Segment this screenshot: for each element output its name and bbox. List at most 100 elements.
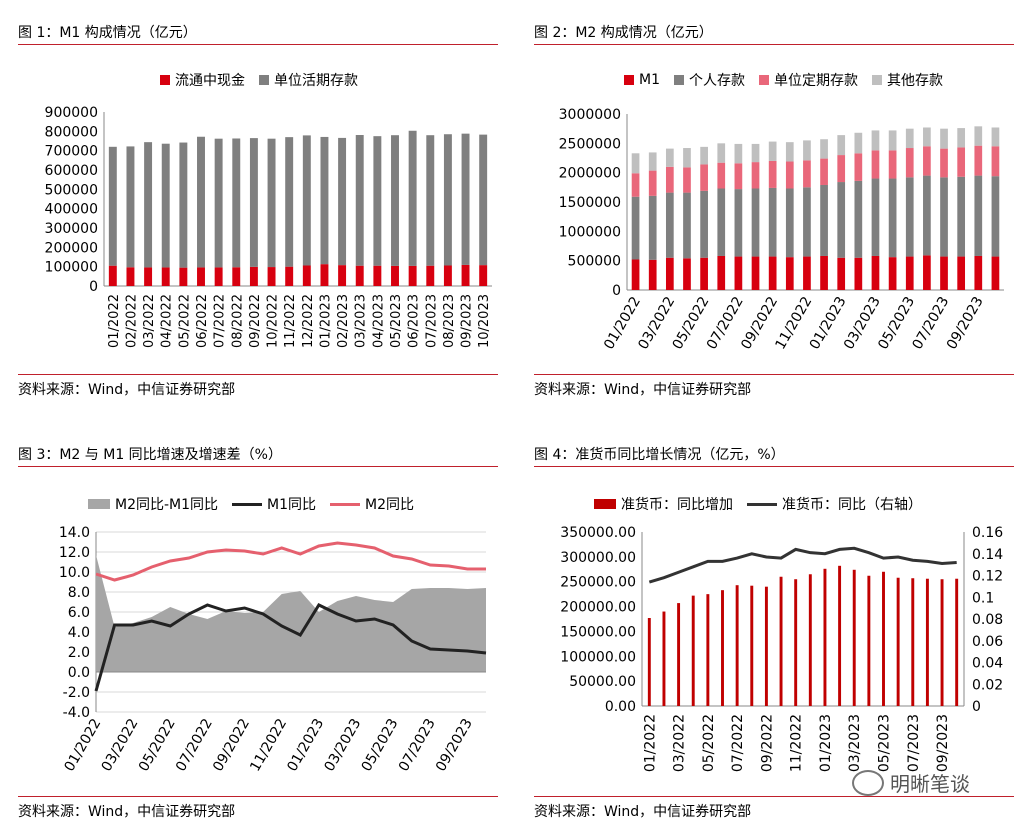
y-tick-label: 400000 [45, 202, 98, 218]
source-note: 资料来源：Wind，中信证券研究部 [18, 382, 236, 398]
bar-segment [214, 267, 223, 286]
y-tick-label-right: 0.04 [972, 656, 1003, 672]
x-tick-label: 09/2022 [759, 714, 775, 772]
x-tick-label: 05/2022 [701, 714, 717, 772]
bar-segment [837, 135, 846, 156]
bar-segment [940, 148, 948, 178]
x-tick-label: 05/2023 [389, 294, 404, 348]
bar-segment [820, 139, 828, 159]
x-tick-label: 03/2023 [354, 294, 369, 348]
title-rule [18, 44, 498, 45]
legend-item: 单位活期存款 [259, 70, 358, 90]
bar-segment [700, 257, 708, 290]
y-tick-label: 3000000 [559, 107, 621, 123]
y-tick-label: 14.0 [59, 525, 90, 541]
y-tick-label: 600000 [45, 163, 98, 179]
x-tick-label: 09/2023 [935, 714, 951, 772]
bar-segment [751, 256, 760, 290]
legend-label: 单位定期存款 [774, 73, 858, 89]
bar-segment [631, 259, 640, 290]
x-tick-label: 03/2022 [142, 294, 157, 348]
legend-item: M2同比-M1同比 [88, 494, 218, 514]
legend-label: M2同比 [365, 497, 415, 513]
y-tick-label-left: 200000.00 [560, 600, 636, 616]
y-tick-label: 1000000 [559, 224, 621, 240]
y-tick-label-left: 0.00 [605, 699, 636, 715]
x-tick-label: 08/2023 [442, 294, 457, 348]
bar [838, 565, 842, 706]
bar-segment [957, 128, 966, 148]
bar [779, 576, 783, 706]
legend-item: M1 [624, 72, 660, 88]
panel-1: 图 1：M1 构成情况（亿元） 流通中现金 单位活期存款 0 100000 2000… [18, 22, 498, 402]
legend: M1 个人存款 单位定期存款 其他存款 [624, 70, 943, 90]
bar-segment [338, 137, 347, 266]
bar-segment [991, 176, 1000, 257]
bar-segment [940, 128, 948, 149]
legend-label: M2同比-M1同比 [115, 497, 219, 513]
legend-label: 流通中现金 [175, 73, 245, 89]
y-tick-label-right: 0.12 [972, 569, 1003, 585]
y-tick-label-right: 0.1 [972, 590, 994, 606]
bar-segment [803, 160, 811, 188]
bar-segment [785, 161, 794, 189]
bar-segment [665, 192, 674, 258]
legend-label: 单位活期存款 [274, 73, 358, 89]
bar-segment [717, 143, 726, 163]
watermark: 明晰笔谈 [852, 768, 970, 797]
bar-segment [338, 265, 347, 286]
bar-segment [285, 137, 294, 267]
bar-segment [820, 255, 828, 290]
bar-segment [888, 178, 897, 258]
y-tick-label: 8.0 [68, 585, 90, 601]
x-tick-label: 01/2023 [318, 294, 333, 348]
x-tick-label: 03/2022 [672, 714, 688, 772]
bar-segment [108, 265, 117, 286]
bar-segment [144, 267, 153, 286]
title-rule [18, 466, 498, 467]
legend: 准货币：同比增加 准货币：同比（右轴） [594, 494, 922, 514]
y-tick-label: 0.0 [68, 665, 90, 681]
bar-segment [940, 256, 948, 290]
bar-segment [820, 184, 828, 256]
x-tick-label: 02/2022 [124, 294, 139, 348]
x-tick-label: 05/2023 [877, 714, 893, 772]
bar [794, 579, 798, 706]
bar-segment [631, 196, 640, 260]
bar-segment [197, 267, 205, 286]
bar-segment [923, 127, 931, 147]
x-tick-label: 01/2022 [107, 294, 122, 348]
bar-segment [717, 188, 726, 256]
bar-segment [871, 130, 880, 151]
x-tick-label: 11/2022 [283, 294, 298, 348]
source-rule [18, 796, 498, 797]
bar-segment [871, 178, 880, 256]
bar-segment [871, 255, 880, 290]
bar-segment [768, 187, 777, 257]
bar-segment [734, 256, 743, 290]
panel-title: 图 3：M2 与 M1 同比增速及增速差（%） [18, 447, 282, 463]
x-tick-label: 09/2022 [248, 294, 263, 348]
legend-item: 准货币：同比增加 [594, 494, 733, 514]
bar-segment [700, 190, 708, 258]
bar-segment [768, 256, 777, 290]
bar-segment [320, 264, 329, 286]
watermark-text: 明晰笔谈 [890, 772, 970, 796]
line-m2 [95, 541, 486, 582]
bar-segment [320, 136, 329, 265]
bar [867, 575, 871, 706]
bar-segment [648, 195, 657, 260]
bar-segment [734, 163, 743, 190]
bar-segment [734, 189, 743, 257]
legend-item: 个人存款 [674, 70, 745, 90]
bar-segment [373, 136, 382, 266]
bar-segment [700, 164, 708, 191]
bar-segment [923, 255, 931, 290]
bar-segment [905, 148, 914, 178]
y-tick-label: 1500000 [559, 195, 621, 211]
x-tick-label: 07/2023 [906, 714, 922, 772]
x-tick-label: 04/2023 [371, 294, 386, 348]
title-rule [534, 466, 1014, 467]
bar [882, 571, 885, 706]
bar-segment [871, 150, 880, 179]
